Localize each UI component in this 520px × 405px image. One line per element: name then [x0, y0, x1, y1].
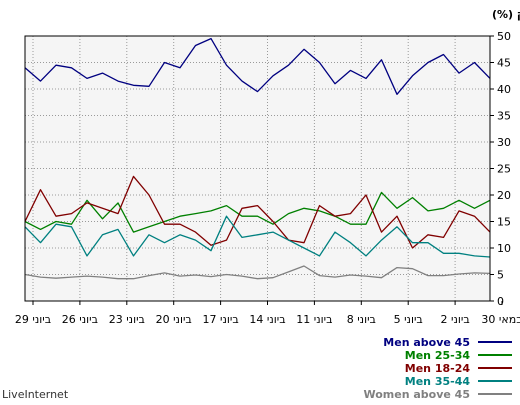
x-tick-label: 17 ביוני — [203, 313, 239, 326]
y-tick-label: 25 — [497, 163, 511, 176]
grid-lines — [25, 36, 490, 301]
x-axis-ticks: 29 ביוני 26 ביוני 23 ביוני 20 ביוני 17 ביוני… — [15, 301, 520, 326]
y-tick-label: 40 — [497, 83, 511, 96]
x-tick-label: 2 ביוני — [441, 313, 470, 326]
x-tick-label: 29 ביוני — [15, 313, 51, 326]
brand-label: LiveInternet — [2, 388, 69, 401]
y-axis-unit: חלק (%) — [492, 8, 520, 21]
legend-label: Men 25-34 — [405, 349, 471, 362]
x-tick-label: 20 ביוני — [156, 313, 192, 326]
series-line-3 — [24, 215, 491, 258]
y-tick-label: 20 — [497, 189, 511, 202]
y-tick-label: 50 — [497, 30, 511, 43]
y-tick-label: 0 — [497, 295, 504, 308]
series-line-1 — [24, 191, 491, 233]
y-tick-label: 10 — [497, 242, 511, 255]
legend-label: Men 18-24 — [405, 362, 471, 375]
series-line-2 — [24, 175, 491, 249]
y-axis-ticks: 0 5 10 15 20 25 30 35 40 45 50 — [490, 30, 511, 308]
x-tick-label: 30 במאי — [481, 313, 520, 326]
legend-label: Men 35-44 — [405, 375, 471, 388]
x-tick-label: 8 ביוני — [347, 313, 376, 326]
x-tick-label: 11 ביוני — [296, 313, 332, 326]
y-tick-label: 15 — [497, 216, 511, 229]
x-tick-label: 23 ביוני — [109, 313, 145, 326]
x-tick-label: 26 ביוני — [62, 313, 98, 326]
x-tick-label: 5 ביוני — [394, 313, 423, 326]
y-tick-label: 45 — [497, 57, 511, 70]
y-tick-label: 5 — [497, 269, 504, 282]
y-tick-label: 35 — [497, 110, 511, 123]
series-line-4 — [24, 265, 491, 280]
y-tick-label: 30 — [497, 136, 511, 149]
legend-label: Women above 45 — [363, 388, 470, 401]
series-line-0 — [24, 37, 491, 95]
series-lines — [24, 37, 491, 280]
legend-label: Men above 45 — [383, 336, 470, 349]
x-tick-label: 14 ביוני — [249, 313, 285, 326]
